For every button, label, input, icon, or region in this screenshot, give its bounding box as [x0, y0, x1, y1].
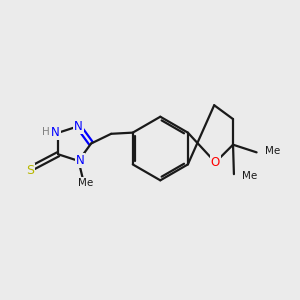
- Text: S: S: [26, 164, 34, 176]
- Text: N: N: [74, 120, 83, 133]
- Text: Me: Me: [78, 178, 93, 188]
- Text: H: H: [42, 127, 50, 136]
- Text: O: O: [211, 156, 220, 169]
- Text: N: N: [76, 154, 84, 167]
- Text: Me: Me: [242, 171, 257, 181]
- Text: N: N: [51, 126, 60, 139]
- Text: Me: Me: [265, 146, 280, 156]
